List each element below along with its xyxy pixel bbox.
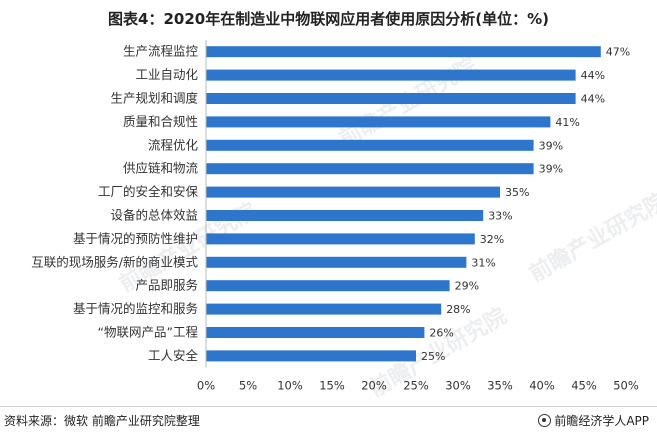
category-label: 生产流程监控: [123, 44, 199, 59]
x-tick-label: 25%: [403, 379, 429, 393]
bar: [206, 210, 484, 221]
category-label: 互联的现场服务/新的商业模式: [31, 254, 198, 269]
value-label: 31%: [471, 256, 495, 269]
value-label: 28%: [446, 303, 470, 316]
bar: [206, 69, 576, 81]
chart-title: 图表4：2020年在制造业中物联网应用者使用原因分析(单位：%): [108, 10, 549, 28]
category-label: 流程优化: [148, 137, 199, 152]
x-tick-label: 50%: [613, 379, 639, 393]
value-label: 47%: [606, 46, 630, 59]
bar: [206, 186, 500, 198]
footer-divider: [0, 406, 657, 407]
x-tick-label: 20%: [361, 379, 387, 393]
x-tick-label: 5%: [239, 379, 257, 393]
bar: [206, 163, 534, 175]
x-tick-label: 0%: [197, 379, 215, 393]
category-label: 生产规划和调度: [110, 91, 198, 106]
x-tick-label: 35%: [487, 379, 513, 393]
bar: [206, 93, 576, 104]
category-label: “物联网产品”工程: [98, 325, 199, 340]
x-tick-label: 40%: [529, 379, 555, 393]
value-label: 25%: [421, 350, 445, 363]
category-label: 工业自动化: [135, 67, 198, 82]
x-tick-label: 15%: [319, 379, 345, 393]
value-label: 39%: [539, 163, 563, 176]
value-label: 44%: [581, 69, 605, 82]
x-tick-label: 45%: [571, 379, 597, 393]
category-label: 基于情况的监控和服务: [73, 301, 198, 316]
source-note: 资料来源：微软 前瞻产业研究院整理: [4, 414, 200, 428]
value-label: 29%: [455, 280, 479, 293]
category-label: 产品即服务: [135, 278, 198, 293]
bar-chart: 生产流程监控工业自动化生产规划和调度质量和合规性流程优化供应链和物流工厂的安全和…: [31, 40, 639, 393]
bar: [206, 303, 442, 315]
bar: [206, 327, 425, 338]
value-label: 39%: [539, 139, 563, 152]
category-label: 供应链和物流: [123, 161, 199, 176]
category-label: 设备的总体效益: [110, 208, 198, 223]
bar: [206, 233, 475, 245]
value-label: 32%: [480, 233, 504, 246]
category-label: 工人安全: [148, 348, 199, 363]
app-credit-label: 前瞻经济学人APP: [554, 414, 649, 428]
category-label: 质量和合规性: [123, 114, 198, 129]
value-label: 33%: [488, 210, 512, 223]
bar: [206, 350, 416, 362]
x-tick-label: 30%: [445, 379, 471, 393]
value-label: 35%: [505, 186, 529, 199]
app-logo-icon: [538, 414, 552, 427]
bar: [206, 116, 551, 128]
bar: [206, 280, 450, 292]
app-credit: 前瞻经济学人APP: [538, 412, 649, 429]
category-label: 基于情况的预防性维护: [73, 231, 198, 246]
bar: [206, 139, 534, 151]
bar: [206, 256, 467, 268]
value-label: 44%: [581, 93, 605, 106]
category-label: 工厂的安全和安保: [98, 184, 199, 199]
x-tick-label: 10%: [277, 379, 303, 393]
value-label: 26%: [429, 327, 453, 340]
bar: [206, 46, 601, 58]
value-label: 41%: [555, 116, 579, 129]
